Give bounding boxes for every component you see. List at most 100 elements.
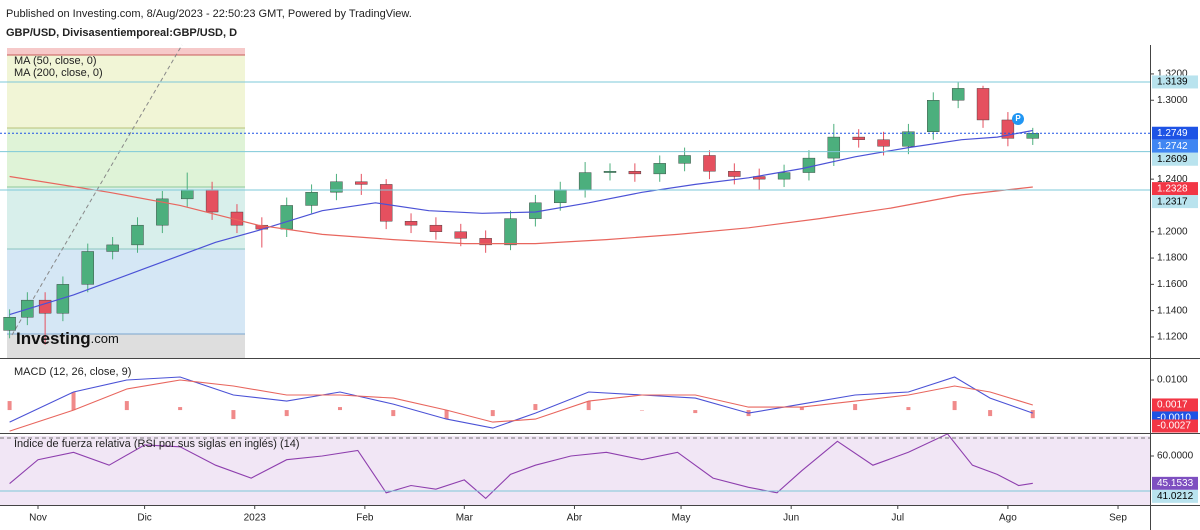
published-note: Published on Investing.com, 8/Aug/2023 -… <box>6 8 412 20</box>
x-tick-label: Jun <box>783 513 799 524</box>
y-tick-label: 1.2000 <box>1157 226 1188 237</box>
candle-body <box>653 163 666 175</box>
moving-average <box>9 129 1033 316</box>
candle-body <box>976 88 990 121</box>
y-tick-label: 1.1800 <box>1157 253 1188 264</box>
histogram-bar <box>799 407 804 411</box>
y-tick-label: 1.3200 <box>1157 69 1188 80</box>
price-label: 1.2328 <box>1157 183 1188 194</box>
zone <box>7 48 245 55</box>
x-tick-label: Mar <box>456 513 474 524</box>
candle-body <box>1001 119 1015 139</box>
price-label: 1.3139 <box>1157 77 1188 88</box>
candle-body <box>852 136 865 140</box>
histogram-bar <box>693 410 698 414</box>
y-tick-label: 1.1200 <box>1157 332 1188 343</box>
histogram-bar <box>231 410 236 420</box>
macd-line <box>9 376 1033 429</box>
histogram-bar <box>391 410 396 417</box>
y-tick-label: 60.0000 <box>1157 451 1194 462</box>
candle-body <box>678 155 691 164</box>
histogram-bar <box>952 401 957 411</box>
candle-body <box>404 221 418 226</box>
candle-body <box>504 218 517 246</box>
x-tick-label: Nov <box>29 513 47 524</box>
macd-title: MACD (12, 26, close, 9) <box>14 366 131 378</box>
logo: Investing.com <box>16 329 119 348</box>
fib-zones <box>7 44 245 358</box>
candle-body <box>603 171 617 173</box>
histogram-bar <box>444 410 449 420</box>
price-label-box <box>1152 398 1198 412</box>
x-tick-label: Abr <box>567 513 583 524</box>
candle-body <box>728 171 741 177</box>
price-label-box <box>1152 75 1198 89</box>
candle-body <box>703 155 716 172</box>
candle-body <box>827 136 841 159</box>
histogram-bar <box>71 392 76 411</box>
candle-body <box>1026 133 1039 139</box>
histogram-bar <box>533 404 538 411</box>
candle-body <box>877 139 890 147</box>
y-tick-label: 1.3000 <box>1157 95 1188 106</box>
candle-body <box>578 172 592 190</box>
y-tick-label: 1.1400 <box>1157 305 1188 316</box>
candle-body <box>927 100 940 132</box>
rsi-line <box>9 433 1033 500</box>
candle-body <box>3 317 16 331</box>
candle-body <box>280 205 293 230</box>
price-label-box <box>1152 419 1198 433</box>
candle-body <box>156 198 169 226</box>
rsi-title: Índice de fuerza relativa (RSI por sus s… <box>14 437 300 450</box>
candle-body <box>38 299 52 314</box>
zone <box>7 334 245 358</box>
candle-body <box>305 192 318 206</box>
x-tick-label: Sep <box>1109 513 1127 524</box>
histogram-bar <box>906 407 911 411</box>
price-label-box <box>1152 126 1198 140</box>
marker-icon[interactable] <box>1012 113 1024 125</box>
candle-body <box>479 238 492 246</box>
histogram-bar <box>490 410 495 417</box>
candle-body <box>379 184 393 222</box>
candle-body <box>802 157 816 173</box>
candle-body <box>56 284 70 314</box>
price-label: 1.2749 <box>1157 128 1188 139</box>
price-label: 0.0017 <box>1157 400 1188 411</box>
macd-line <box>9 379 1033 432</box>
zone <box>7 249 245 334</box>
axis-labels: 1.3200 1.3000 1.2400 1.2000 1.1800 1.1600 1.14… <box>29 69 1198 524</box>
x-tick-label: Feb <box>356 513 374 524</box>
logo-suffix: .com <box>91 331 119 346</box>
symbol-title: GBP/USD, Divisasentiemporeal:GBP/USD, D <box>6 27 237 39</box>
price-label-box <box>1152 195 1198 209</box>
price-label-box <box>1152 476 1198 490</box>
histogram-bar <box>284 410 289 417</box>
candle-body <box>429 224 443 232</box>
candle-body <box>951 88 965 101</box>
price-label-box <box>1152 182 1198 196</box>
histogram-bar <box>1030 410 1035 419</box>
zone <box>7 55 245 128</box>
price-label-box <box>1152 152 1198 166</box>
price-label: 1.2609 <box>1157 154 1188 165</box>
candle-body <box>777 172 791 180</box>
marker-label[interactable]: P <box>1015 114 1021 123</box>
candle-body <box>628 171 642 175</box>
candle-body <box>131 224 144 246</box>
price-label: 1.2317 <box>1157 196 1188 207</box>
plot <box>0 81 1150 505</box>
zone <box>7 128 245 187</box>
x-tick-label: Ago <box>999 513 1017 524</box>
price-label: -0.0010 <box>1157 413 1191 424</box>
candle-body <box>902 131 915 147</box>
y-tick-label: 1.2400 <box>1157 174 1188 185</box>
y-tick-label: 0.0100 <box>1157 375 1188 386</box>
candle-body <box>205 189 219 213</box>
moving-average <box>9 175 1033 245</box>
histogram-bar <box>124 401 129 411</box>
candle-body <box>106 244 119 252</box>
